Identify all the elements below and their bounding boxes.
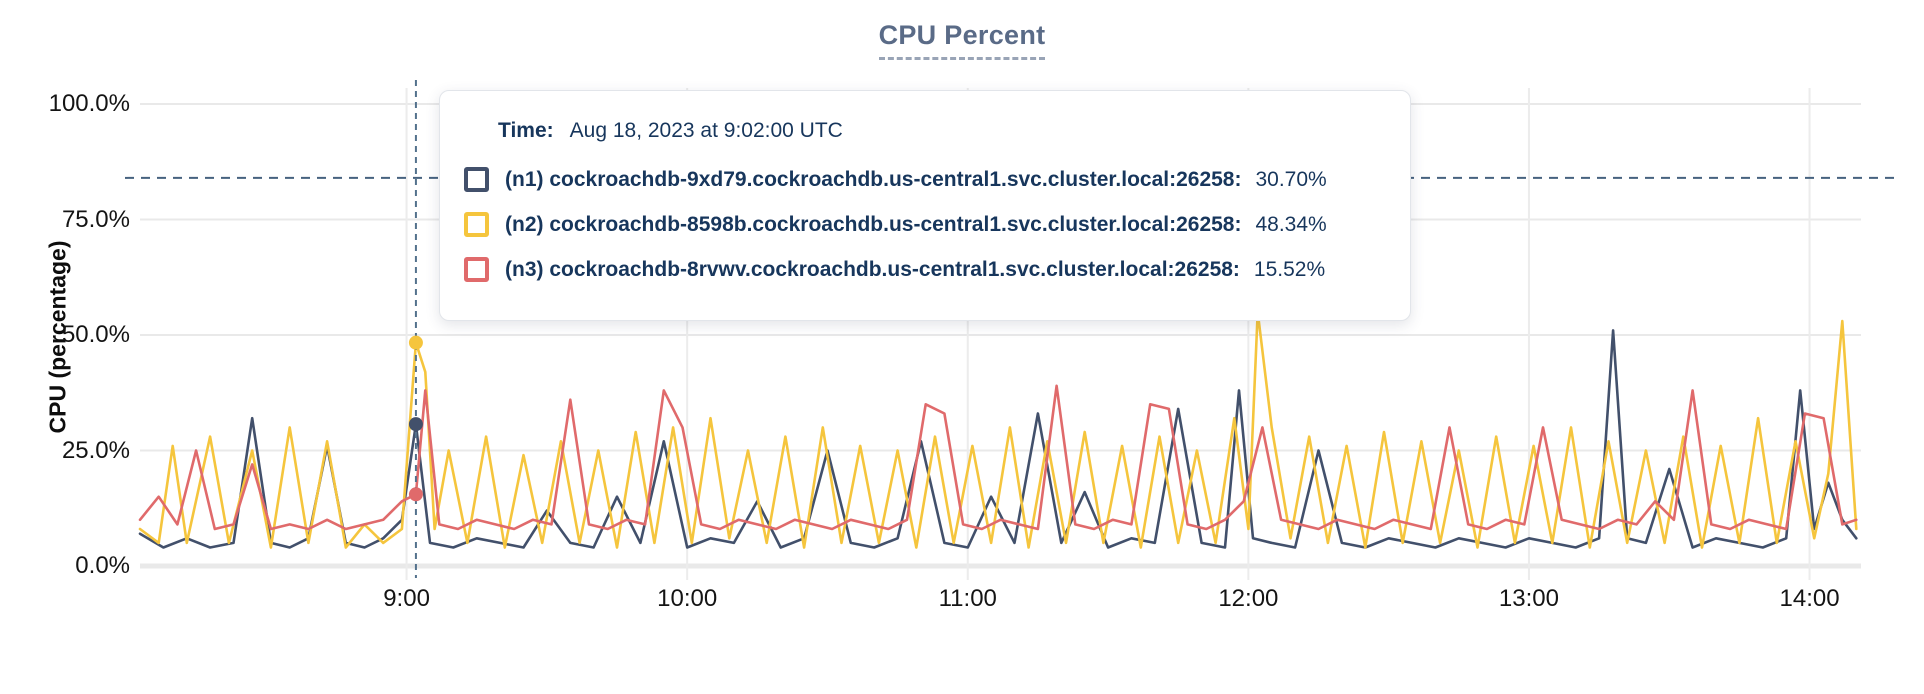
y-tick-label-25: 25.0% — [61, 436, 130, 464]
series-swatch-n2-icon — [464, 212, 489, 237]
chart-title[interactable]: CPU Percent — [878, 20, 1046, 60]
series-line-n3 — [138, 384, 1858, 531]
tooltip-series-row-n3: (n3) cockroachdb-8rvwv.cockroachdb.us-ce… — [464, 247, 1382, 292]
chart-title-wrap: CPU Percent — [0, 20, 1924, 60]
x-tick-label-14: 14:00 — [1779, 585, 1840, 612]
tooltip-series-label-n3: (n3) cockroachdb-8rvwv.cockroachdb.us-ce… — [505, 257, 1240, 281]
hover-dot-n2 — [408, 335, 423, 350]
series-swatch-n3-icon — [464, 257, 489, 282]
y-tick-label-50: 50.0% — [61, 321, 130, 348]
tooltip-series-row-n2: (n2) cockroachdb-8598b.cockroachdb.us-ce… — [464, 202, 1382, 247]
x-tick-label-10: 10:00 — [657, 585, 718, 612]
y-tick-label-0: 0.0% — [75, 552, 130, 579]
x-tick-label-11: 11:00 — [938, 585, 997, 612]
tooltip-time-label: Time: — [498, 119, 554, 142]
series-line-n2 — [138, 310, 1858, 549]
y-tick-label-75: 75.0% — [61, 205, 130, 233]
y-tick-label-100: 100.0% — [48, 90, 130, 117]
series-swatch-n1-icon — [464, 167, 489, 192]
x-tick-label-9: 9:00 — [383, 585, 430, 612]
x-tick-label-13: 13:00 — [1498, 585, 1559, 612]
tooltip-series-label-n1: (n1) cockroachdb-9xd79.cockroachdb.us-ce… — [505, 167, 1242, 191]
hover-dot-n1 — [408, 417, 423, 432]
tooltip-series-row-n1: (n1) cockroachdb-9xd79.cockroachdb.us-ce… — [464, 157, 1382, 202]
tooltip-series-value-n2: 48.34% — [1255, 212, 1327, 236]
x-tick-label-12: 12:00 — [1218, 585, 1279, 612]
chart-tooltip: Time: Aug 18, 2023 at 9:02:00 UTC (n1) co… — [439, 90, 1411, 321]
series-line-n1 — [138, 329, 1858, 549]
tooltip-series-value-n1: 30.70% — [1255, 167, 1327, 191]
tooltip-time-value: Aug 18, 2023 at 9:02:00 UTC — [569, 119, 843, 142]
tooltip-series-label-n2: (n2) cockroachdb-8598b.cockroachdb.us-ce… — [505, 212, 1242, 236]
tooltip-time-row: Time: Aug 18, 2023 at 9:02:00 UTC — [498, 119, 1382, 143]
hover-dot-n3 — [408, 487, 423, 502]
tooltip-series-value-n3: 15.52% — [1253, 257, 1326, 281]
